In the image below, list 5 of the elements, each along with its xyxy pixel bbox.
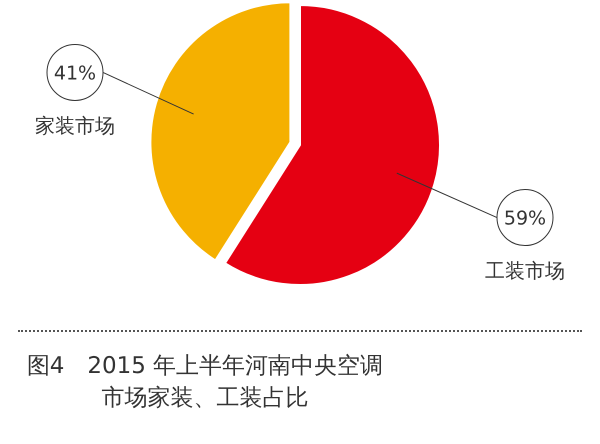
slice-label: 工装市场 bbox=[485, 258, 565, 283]
data-label: 41% bbox=[54, 62, 96, 84]
text: 图4 2015 年上半年河南中央空调市场家装、工装占比 bbox=[26, 352, 384, 413]
slice-label: 家装市场 bbox=[35, 113, 115, 138]
data-label: 59% bbox=[504, 208, 546, 230]
